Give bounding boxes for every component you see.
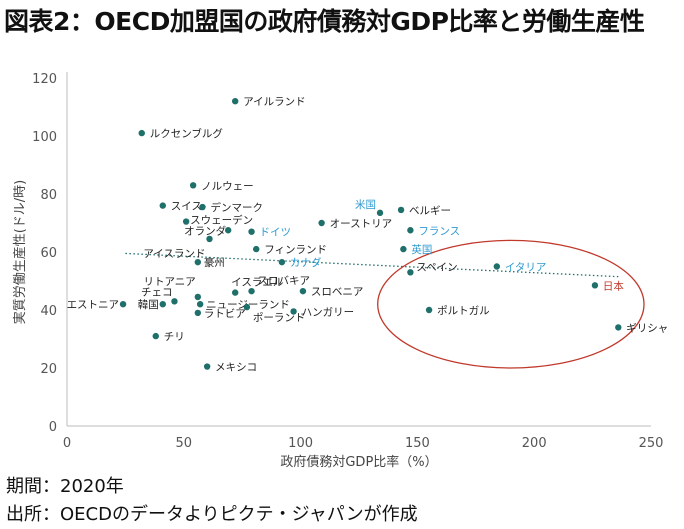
point-label: カナダ xyxy=(290,256,322,269)
point-label: リトアニア xyxy=(144,276,196,288)
x-tick-label: 100 xyxy=(288,436,313,451)
point-label: チェコ xyxy=(141,286,173,298)
page-title: 図表2：OECD加盟国の政府債務対GDP比率と労働生産性 xyxy=(4,7,645,36)
point-label: ラトビア xyxy=(204,308,246,320)
data-point xyxy=(138,129,145,137)
data-point xyxy=(407,227,414,234)
data-point xyxy=(299,287,307,295)
scatter-chart: 0 20 40 60 80 100 120 0 50 100 150 200 250 政府債務対GDP比率… xyxy=(0,40,684,470)
data-point xyxy=(397,206,405,214)
point-label: 米国 xyxy=(355,198,376,211)
y-axis-title: 実質労働生産性(ドル/時) xyxy=(12,180,28,325)
point-label: チリ xyxy=(164,331,185,343)
data-point xyxy=(206,235,213,243)
point-label: スロバキア xyxy=(258,275,311,287)
y-tick-label: 100 xyxy=(32,130,57,145)
data-point xyxy=(243,303,251,311)
data-point xyxy=(591,282,599,289)
point-label: スイス xyxy=(171,201,202,213)
data-point xyxy=(203,363,211,370)
point-label: フランス xyxy=(418,225,460,237)
point-label: ギリシャ xyxy=(626,322,668,334)
point-label: デンマーク xyxy=(210,201,263,214)
point-label: ドイツ xyxy=(260,227,292,239)
data-point xyxy=(253,245,260,253)
point-label: 日本 xyxy=(603,279,624,292)
point-label: ポルトガル xyxy=(437,305,490,317)
data-point xyxy=(278,258,286,266)
data-point xyxy=(231,98,239,105)
point-label: ルクセンブルグ xyxy=(150,127,224,140)
data-point xyxy=(425,306,433,314)
data-point xyxy=(407,269,414,276)
data-point xyxy=(290,308,297,315)
period-note: 期間：2020年 xyxy=(6,476,124,497)
data-point xyxy=(194,293,202,301)
point-label: オーストリア xyxy=(330,218,392,230)
point-label: ベルギー xyxy=(409,205,451,217)
x-axis-title: 政府債務対GDP比率（%） xyxy=(280,454,437,470)
y-tick-label: 20 xyxy=(40,362,57,377)
x-tick-label: 50 xyxy=(176,436,193,451)
point-label: エストニア xyxy=(67,299,120,311)
data-point xyxy=(159,301,166,308)
x-tick-label: 150 xyxy=(405,436,430,451)
data-point xyxy=(493,263,501,270)
point-label: メキシコ xyxy=(215,362,257,374)
chart-svg: 0 20 40 60 80 100 120 0 50 100 150 200 250 政府債務対GDP比率… xyxy=(12,72,668,470)
point-label: 英国 xyxy=(411,243,432,256)
point-label: ポーランド xyxy=(253,312,306,324)
data-point xyxy=(376,209,384,217)
point-label: 韓国 xyxy=(138,299,159,311)
point-label: スペイン xyxy=(416,261,457,273)
data-point xyxy=(159,202,166,209)
point-label: イスラエル xyxy=(231,277,283,289)
point-label: フィンランド xyxy=(264,244,327,256)
data-point xyxy=(231,289,239,296)
point-label: スロベニア xyxy=(311,286,364,298)
source-note: 出所：OECDのデータよりピクテ・ジャパンが作成 xyxy=(6,504,418,525)
data-point xyxy=(196,301,204,308)
data-point xyxy=(119,301,127,308)
data-point xyxy=(615,324,622,331)
data-point xyxy=(199,203,206,211)
highlight-ellipse xyxy=(377,239,645,369)
data-point xyxy=(194,309,202,317)
y-tick-label: 40 xyxy=(40,304,57,319)
point-label: 豪州 xyxy=(204,256,225,269)
data-point xyxy=(224,227,232,234)
data-point xyxy=(182,218,190,225)
data-point xyxy=(194,258,202,266)
data-point xyxy=(189,182,197,189)
data-point xyxy=(248,228,255,235)
y-tick-label: 60 xyxy=(40,246,57,261)
data-point xyxy=(400,245,407,253)
point-label: アイスランド xyxy=(143,248,205,260)
x-tick-label: 250 xyxy=(639,436,664,451)
y-tick-label: 0 xyxy=(49,420,57,435)
data-point xyxy=(171,298,178,305)
point-label: ハンガリー xyxy=(302,306,355,318)
point-label: オランダ xyxy=(184,224,226,237)
point-label: スウェーデン xyxy=(190,214,253,227)
data-point xyxy=(318,219,325,227)
point-label: イタリア xyxy=(505,262,547,274)
data-point xyxy=(248,287,255,295)
data-point xyxy=(152,332,159,340)
x-tick-label: 200 xyxy=(522,436,547,451)
point-label: ノルウェー xyxy=(201,180,254,192)
y-tick-label: 120 xyxy=(32,72,57,87)
x-tick-label: 0 xyxy=(63,436,71,451)
point-label: アイルランド xyxy=(243,96,305,108)
y-tick-label: 80 xyxy=(40,188,57,203)
